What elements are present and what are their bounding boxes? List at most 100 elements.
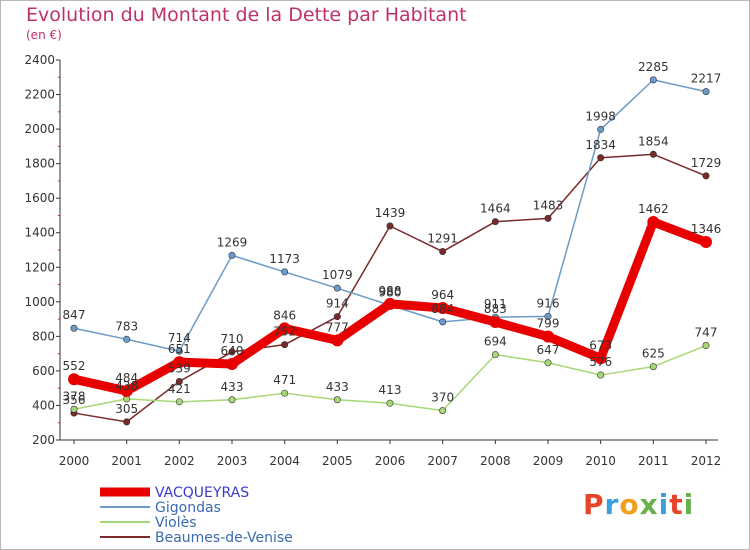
data-point: [123, 418, 131, 426]
data-point: [228, 348, 236, 356]
data-point: [702, 172, 710, 180]
data-label: 576: [589, 355, 612, 369]
x-tick-label: 2008: [480, 454, 511, 468]
legend-label: Beaumes-de-Venise: [155, 530, 293, 546]
data-label: 1729: [691, 156, 722, 170]
x-tick-label: 2007: [427, 454, 458, 468]
data-label: 2285: [638, 60, 669, 74]
data-point: [120, 384, 133, 397]
data-point: [544, 214, 552, 222]
data-label: 846: [273, 308, 296, 322]
x-tick-label: 2010: [585, 454, 616, 468]
data-label: 1854: [638, 134, 669, 148]
data-label: 1079: [322, 268, 353, 282]
data-point: [278, 322, 291, 335]
data-point: [439, 407, 447, 415]
data-point: [594, 352, 607, 365]
data-labels: 552 484 651 640 846 777 988 964 883 799 673 1462 134…: [63, 60, 722, 416]
data-point: [173, 356, 186, 369]
x-tick-label: 2011: [638, 454, 669, 468]
y-tick-label: 1000: [24, 295, 55, 309]
data-point: [702, 88, 710, 96]
legend: VACQUEYRASGigondasViolèsBeaumes-de-Venis…: [100, 485, 293, 546]
x-tick-label: 2005: [322, 454, 353, 468]
data-point: [70, 324, 78, 332]
data-label: 2217: [691, 72, 722, 86]
data-label: 914: [326, 297, 349, 311]
data-label: 673: [589, 338, 612, 352]
y-tick-label: 200: [32, 433, 55, 447]
y-tick-label: 1800: [24, 157, 55, 171]
data-label: 1998: [585, 109, 616, 123]
data-point: [597, 154, 605, 162]
data-label: 799: [537, 317, 560, 331]
data-point: [175, 347, 183, 355]
data-label: 964: [431, 288, 454, 302]
x-tick-label: 2000: [59, 454, 90, 468]
data-label: 356: [63, 393, 86, 407]
data-point: [597, 125, 605, 133]
data-point: [228, 396, 236, 404]
data-label: 640: [221, 344, 244, 358]
data-label: 1269: [217, 235, 248, 249]
data-label: 305: [115, 402, 138, 416]
data-point: [228, 251, 236, 259]
data-label: 694: [484, 335, 507, 349]
data-label: 484: [115, 371, 138, 385]
data-point: [68, 373, 80, 386]
x-tick-label: 2001: [111, 454, 142, 468]
y-tick-label: 1400: [24, 226, 55, 240]
data-point: [491, 218, 499, 226]
data-label: 847: [63, 308, 86, 322]
y-tick-label: 2200: [24, 88, 55, 102]
data-point: [333, 284, 341, 292]
data-label: 438: [115, 379, 138, 393]
data-label: 651: [168, 342, 191, 356]
data-point: [333, 313, 341, 321]
data-label: 413: [379, 383, 402, 397]
data-label: 421: [168, 382, 191, 396]
data-label: 1439: [375, 206, 406, 220]
data-label: 1346: [691, 222, 722, 236]
data-point: [281, 389, 289, 397]
data-label: 714: [168, 331, 191, 345]
data-point: [649, 76, 657, 84]
data-point: [436, 302, 449, 315]
data-point: [386, 399, 394, 407]
data-label: 378: [63, 389, 86, 403]
series-layer: [68, 76, 712, 426]
data-label: 539: [168, 361, 191, 375]
data-point: [384, 297, 396, 310]
data-point: [649, 150, 657, 158]
data-label: 1173: [269, 252, 300, 266]
chart-subtitle: (en €): [26, 28, 62, 42]
data-label: 777: [326, 320, 349, 334]
data-label: 625: [642, 347, 665, 361]
x-tick-label: 2009: [533, 454, 564, 468]
data-label: 647: [537, 343, 560, 357]
data-label: 370: [431, 391, 454, 405]
y-tick-label: 2000: [24, 122, 55, 136]
data-label: 1834: [585, 138, 616, 152]
y-tick-label: 400: [32, 398, 55, 412]
data-label: 433: [221, 380, 244, 394]
data-point: [175, 377, 183, 385]
data-point: [281, 268, 289, 276]
data-point: [439, 248, 447, 256]
data-label: 884: [431, 302, 454, 316]
data-point: [491, 351, 499, 359]
data-point: [544, 359, 552, 367]
y-tick-label: 600: [32, 364, 55, 378]
data-label: 916: [537, 296, 560, 310]
x-tick-label: 2006: [375, 454, 406, 468]
data-label: 783: [115, 319, 138, 333]
chart-title: Evolution du Montant de la Dette par Hab…: [26, 4, 467, 26]
proxiti-logo: Proxiti: [583, 488, 695, 521]
data-point: [597, 371, 605, 379]
x-tick-label: 2004: [269, 454, 300, 468]
data-label: 883: [484, 302, 507, 316]
data-label: 1483: [533, 198, 564, 212]
data-point: [333, 396, 341, 404]
data-point: [700, 236, 712, 249]
